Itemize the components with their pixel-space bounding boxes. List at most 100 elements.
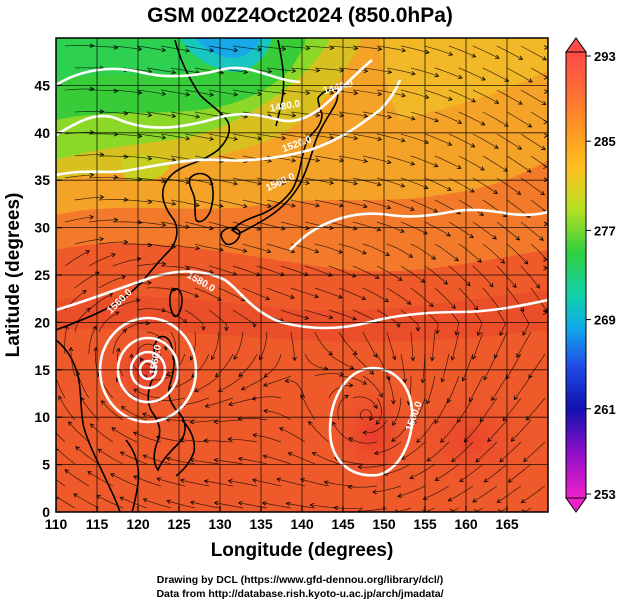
streamline-arrow <box>89 423 95 428</box>
streamline-arrow <box>304 315 310 320</box>
streamline <box>304 133 334 139</box>
streamline <box>98 111 128 115</box>
streamline-arrow <box>292 356 297 362</box>
streamline <box>215 353 234 377</box>
streamline-arrow <box>415 327 421 332</box>
streamline-arrow <box>161 135 167 140</box>
streamline <box>136 263 166 267</box>
streamline-arrow <box>217 296 222 301</box>
streamline-arrow <box>123 154 129 159</box>
streamline <box>487 419 508 442</box>
streamline-arrow <box>376 227 382 232</box>
streamline <box>242 199 272 207</box>
streamline <box>484 463 508 483</box>
streamline-arrow <box>285 501 291 507</box>
streamline-arrow <box>541 145 546 151</box>
streamline-arrow <box>56 379 58 382</box>
streamline <box>464 419 484 443</box>
streamline-arrow <box>263 408 268 414</box>
streamline-arrow <box>113 217 119 223</box>
streamline-arrow <box>494 99 500 104</box>
streamline <box>204 480 233 487</box>
streamline <box>475 441 498 463</box>
streamline <box>386 375 394 404</box>
streamline <box>424 45 453 56</box>
streamline-arrow <box>305 180 311 185</box>
streamline-arrow <box>551 462 555 466</box>
streamline <box>483 353 498 380</box>
streamline-arrow <box>446 186 452 191</box>
streamline-arrow <box>163 346 168 351</box>
streamline-arrow <box>209 48 215 53</box>
streamline <box>451 441 474 462</box>
streamline-arrow <box>373 404 378 410</box>
streamline <box>338 155 368 162</box>
y-tick-label: 45 <box>34 77 50 93</box>
streamline-arrow <box>85 307 91 313</box>
streamline <box>410 243 436 260</box>
streamline <box>256 89 286 94</box>
colorbar-scale <box>565 51 587 499</box>
indochina-coast <box>56 339 121 512</box>
streamline-arrow <box>280 226 286 231</box>
streamline-arrow <box>471 53 477 58</box>
streamline <box>218 243 247 252</box>
streamline <box>410 199 438 213</box>
x-tick-label: 165 <box>495 516 519 532</box>
streamline <box>384 463 412 475</box>
streamline-arrow <box>147 242 153 248</box>
streamline-arrow <box>291 158 297 163</box>
streamline-arrow <box>491 396 496 402</box>
streamline-arrow <box>450 356 456 361</box>
streamline <box>98 241 128 245</box>
streamline <box>266 243 295 253</box>
colorbar-tick-label: 293 <box>594 49 616 64</box>
streamline-arrow <box>406 300 412 305</box>
streamline <box>451 331 460 361</box>
streamline-arrow <box>426 457 432 462</box>
streamline <box>232 89 262 95</box>
streamline <box>112 89 142 94</box>
streamline-arrow <box>551 374 555 378</box>
streamline-arrow <box>551 506 555 510</box>
y-tick-label: 25 <box>34 267 50 283</box>
streamline <box>376 89 406 97</box>
streamline <box>338 111 368 117</box>
streamline <box>496 177 521 195</box>
streamline <box>156 478 185 487</box>
streamline-arrow <box>351 273 357 278</box>
contour-vortex-east <box>328 366 414 477</box>
streamline-arrow <box>500 259 505 264</box>
streamline <box>232 309 255 327</box>
streamline-arrow <box>137 133 143 139</box>
streamline <box>362 331 378 358</box>
streamline <box>398 507 412 512</box>
streamline-arrow <box>120 406 126 411</box>
streamline <box>386 199 415 211</box>
streamline <box>479 397 498 422</box>
streamline-arrow <box>213 419 219 425</box>
streamline-arrow <box>281 180 287 186</box>
streamline <box>56 480 66 487</box>
streamline-arrow <box>448 51 454 56</box>
streamline <box>448 309 460 336</box>
streamline-arrow <box>528 373 533 379</box>
streamline <box>434 67 463 79</box>
streamline-arrow <box>480 121 486 126</box>
streamline <box>112 133 142 137</box>
streamline <box>194 375 220 392</box>
streamline <box>506 111 532 128</box>
streamline-arrow <box>470 143 476 148</box>
streamline <box>448 221 474 238</box>
streamline-arrow <box>526 168 532 173</box>
streamline <box>290 331 296 361</box>
streamline <box>352 221 381 231</box>
streamline-arrow <box>451 457 456 463</box>
streamline-arrow <box>487 437 492 443</box>
streamline <box>112 45 142 50</box>
streamline-arrow <box>410 116 416 121</box>
streamline-arrow <box>266 203 272 208</box>
streamline <box>122 199 152 203</box>
streamline <box>290 67 320 71</box>
page-title: GSM 00Z24Oct2024 (850.0hPa) <box>147 4 453 27</box>
